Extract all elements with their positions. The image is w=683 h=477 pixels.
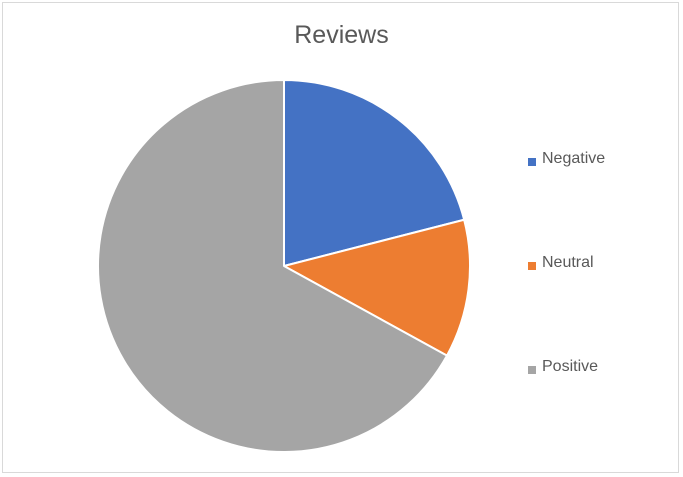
pie-slice-positive — [97, 79, 448, 453]
legend-label: Positive — [542, 358, 599, 375]
legend-label: Neutral — [542, 254, 594, 271]
pie-slice-negative — [283, 79, 466, 267]
legend-swatch — [528, 262, 536, 270]
legend-swatch — [528, 158, 536, 166]
chart-title: Reviews — [294, 21, 389, 49]
legend-label: Negative — [542, 150, 606, 167]
pie-slice-neutral — [283, 218, 471, 357]
legend-swatch — [528, 366, 536, 374]
